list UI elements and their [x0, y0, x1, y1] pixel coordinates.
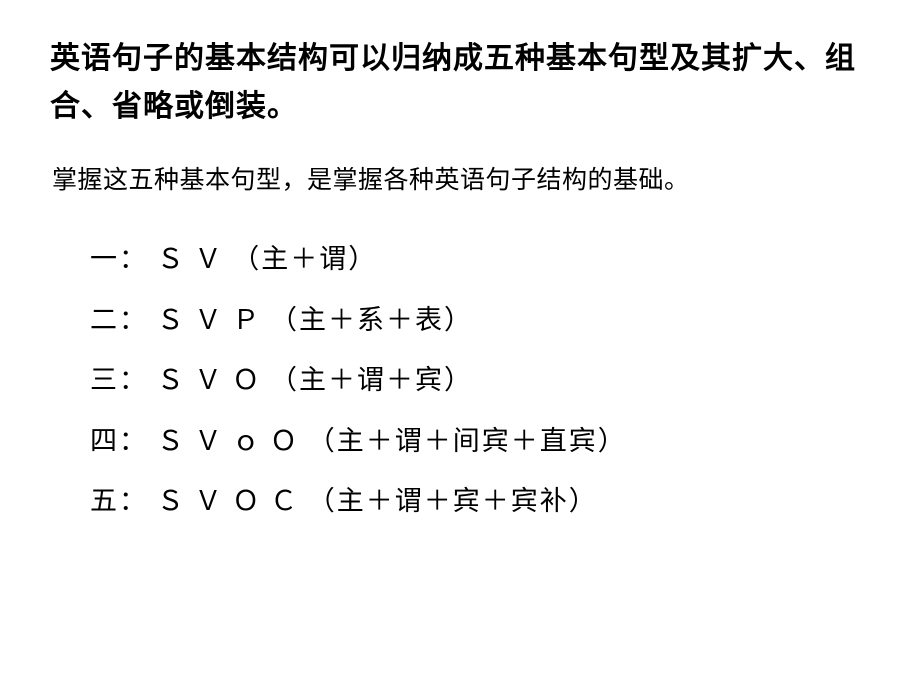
pattern-formula: Ｓ Ｖ ｏ Ｏ	[157, 426, 308, 456]
pattern-formula: Ｓ Ｖ	[157, 244, 233, 274]
pattern-ordinal: 四：	[90, 426, 148, 456]
pattern-formula: Ｓ Ｖ Ｏ Ｃ	[157, 486, 308, 516]
pattern-item: 三： Ｓ Ｖ Ｏ （主＋谓＋宾）	[90, 360, 870, 401]
pattern-item: 一： Ｓ Ｖ （主＋谓）	[90, 239, 870, 280]
pattern-formula: Ｓ Ｖ Ｐ	[157, 305, 270, 335]
pattern-ordinal: 五：	[90, 486, 148, 516]
pattern-description: （主＋谓＋宾）	[270, 365, 473, 395]
pattern-description: （主＋谓＋宾＋宾补）	[308, 486, 598, 516]
pattern-ordinal: 二：	[90, 305, 148, 335]
pattern-item: 二： Ｓ Ｖ Ｐ （主＋系＋表）	[90, 300, 870, 341]
pattern-item: 四： Ｓ Ｖ ｏ Ｏ （主＋谓＋间宾＋直宾）	[90, 421, 870, 462]
pattern-description: （主＋谓）	[232, 244, 377, 274]
pattern-description: （主＋系＋表）	[270, 305, 473, 335]
pattern-ordinal: 三：	[90, 365, 148, 395]
sub-heading: 掌握这五种基本句型，是掌握各种英语句子结构的基础。	[50, 161, 870, 201]
pattern-list: 一： Ｓ Ｖ （主＋谓） 二： Ｓ Ｖ Ｐ （主＋系＋表） 三： Ｓ Ｖ Ｏ （…	[50, 239, 870, 522]
pattern-formula: Ｓ Ｖ Ｏ	[157, 365, 270, 395]
main-heading: 英语句子的基本结构可以归纳成五种基本句型及其扩大、组合、省略或倒装。	[50, 35, 870, 131]
pattern-item: 五： Ｓ Ｖ Ｏ Ｃ （主＋谓＋宾＋宾补）	[90, 481, 870, 522]
pattern-ordinal: 一：	[90, 244, 148, 274]
pattern-description: （主＋谓＋间宾＋直宾）	[308, 426, 627, 456]
